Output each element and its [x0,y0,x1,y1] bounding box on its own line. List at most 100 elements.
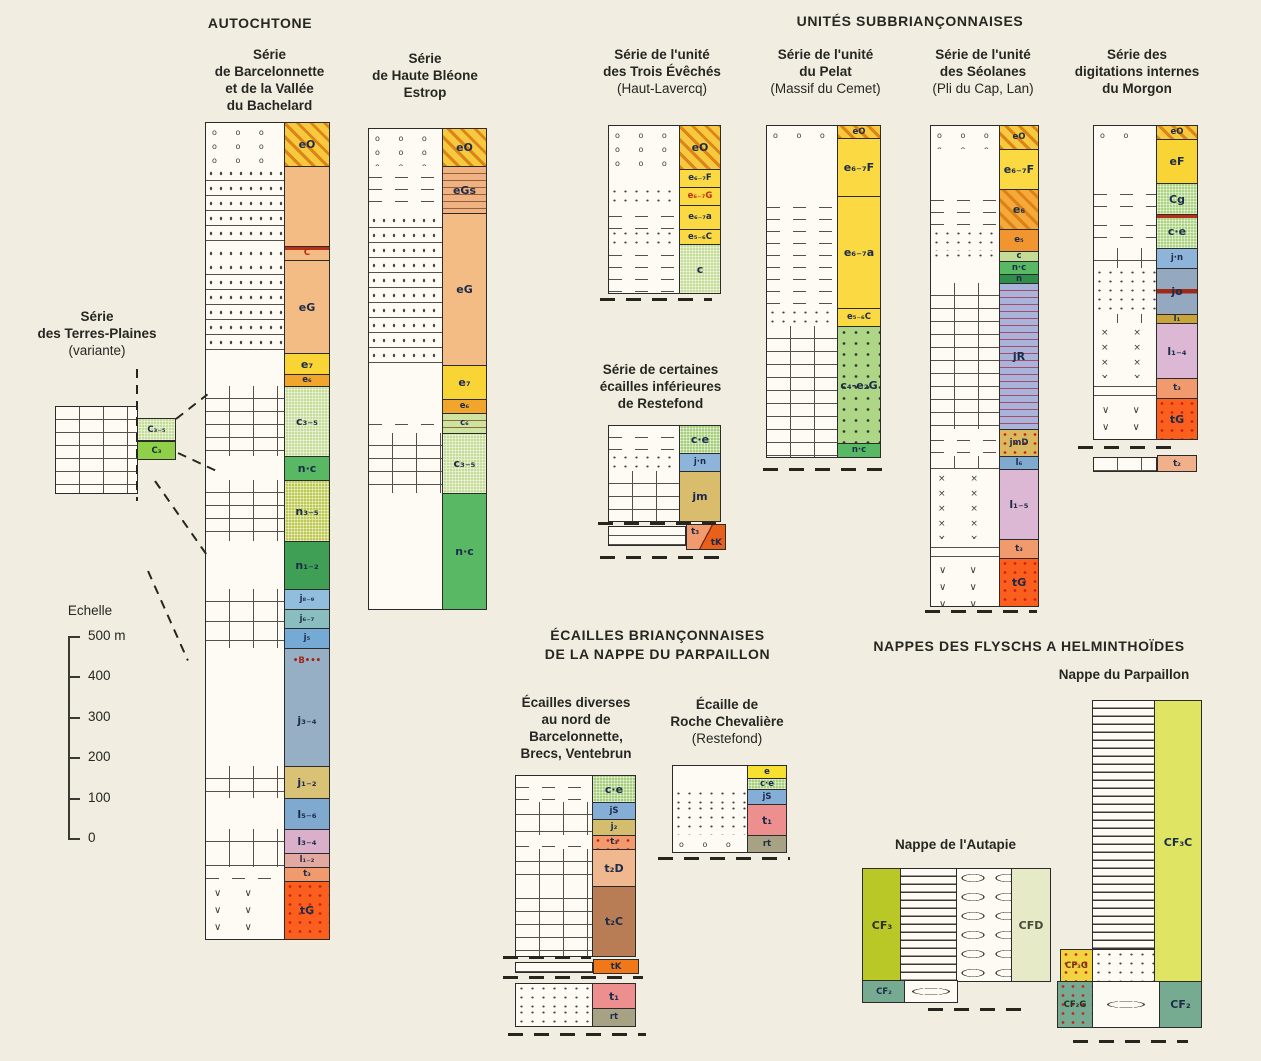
pelat-title-line: du Pelat [799,64,852,79]
roche-chevaliere-litho-jS [673,789,747,804]
seolanes-code-n·c: n·c [1011,262,1027,273]
restefond-ecailles-litho-c·e [609,426,679,453]
scale-tick-300 [68,716,80,719]
morgon-litho-eO: o o o o o o o o o o o o o o o o o o o o … [1100,131,1137,139]
ecailles-diverses-unit-t₂D: t₂D [593,849,635,886]
morgon-litho-c·e [1094,214,1156,248]
roche-chevaliere-code-c·e: c·e [759,778,775,789]
header-autochtone: AUTOCHTONE [207,15,313,31]
ecailles-diverses-unit-t₂C: t₂C [593,886,635,956]
restefond-t3-tk: t₃ tK [686,524,726,550]
seolanes-unit-jR: jR [1000,283,1038,429]
morgon-unit-Cg: Cg [1157,183,1197,214]
baseline-0 [600,298,712,301]
scale-label-500 m: 500 m [88,628,126,643]
roche-chevaliere-code-t₁: t₁ [761,813,773,827]
seolanes-title-line: des Séolanes [939,64,1027,79]
terres-plaines-litho [55,406,138,494]
autapie-cf3: CF₃ [862,868,902,982]
barcelonnette-unit-e₆: e₆ [285,374,329,386]
scale-label-0: 0 [88,830,96,845]
seolanes-title: Série de l'unité des Séolanes (Pli du Cap,… [903,46,1063,97]
roche-chevaliere-code-jS: jS [762,791,772,802]
haute-bleone-title-line: Série [408,51,442,66]
tk-label: tK [593,959,639,974]
pelat-title: Série de l'unité du Pelat (Massif du Cemet… [748,46,903,97]
morgon-title-line: du Morgon [1102,81,1172,96]
terres-plaines-title-line: Série [80,309,114,324]
trois-eveches-title-line: des Trois Évêchés [603,64,721,79]
terres-plaines-c35: C₃₋₅ [137,418,176,441]
pelat-labels: eO e₆₋₇F e₆₋₇a e₅₋₆C c₄-e₂G n·c [837,125,881,458]
seolanes-litho-eO: o o o o o o o o o o o o o o o o o o o o … [937,131,997,149]
morgon-litho-Cg [1094,183,1156,214]
trois-eveches-code-eO: eO [691,141,709,154]
pelat-code-e₆₋₇F: e₆₋₇F [843,161,875,174]
roche-chevaliere-title: Écaille de Roche Chevalière (Restefond) [652,696,802,747]
restefond-ecailles-unit-c·e: c·e [680,426,720,453]
seolanes-code-e₆: e₆ [1012,203,1026,216]
seolanes-unit-e₅: e₅ [1000,229,1038,251]
autapie-cf2: CF₂ [862,980,906,1003]
seolanes-lithology: o o o o o o o o o o o o o o o o o o o o … [930,125,1000,607]
restefond-ecailles-lithology [608,425,680,522]
barcelonnette-code-tG: tG [299,904,315,917]
seolanes-code-jR: jR [1012,350,1026,363]
barcelonnette-litho-•B••• [206,648,284,674]
barcelonnette-litho-tG: ∨ ∨ ∨ ∨ ∨ ∨ ∨ ∨ ∨ ∨ ∨ ∨ ∨ ∨ ∨ ∨ ∨ ∨ ∨ ∨ … [214,888,262,933]
barcelonnette-unit-e₇: e₇ [285,353,329,374]
barcelonnette-unit-C: C [285,246,329,260]
haute-bleone-code-c₃₋₅: c₃₋₅ [453,457,476,470]
baseline-10 [1073,1040,1188,1043]
barcelonnette-litho-l₅₋₆ [206,798,284,829]
baseline-3 [763,468,885,471]
barcelonnette-title: Série de Barcelonnette et de la Vallée du B… [182,46,357,114]
restefond-title-line: de Restefond [617,396,704,411]
seolanes-code-n: n [1015,273,1023,284]
morgon-code-t₃: t₃ [1173,383,1181,394]
restefond-ecailles-litho-jm [609,471,679,521]
seolanes-unit-l₆: l₆ [1000,456,1038,469]
ecailles-diverses-unit-jS: jS [593,802,635,819]
pelat-code-e₅₋₆C: e₅₋₆C [847,312,871,323]
restefond-title: Série de certaines écailles inférieures de… [578,361,743,412]
trois-eveches-code-e₅₋₆C: e₅₋₆C [688,231,712,242]
pelat-litho-e₆₋₇F [767,138,837,196]
autapie-cf2-code: CF₂ [876,986,892,997]
morgon-unit-j·n: j·n [1157,248,1197,268]
parpaillon-cf2g: CF₂G [1057,981,1093,1028]
barcelonnette-litho-eO: o o o o o o o o o o o o o o o o o o o o … [212,128,272,165]
barcelonnette-code-t₃: t₃ [303,869,311,880]
barcelonnette-litho-n·c [206,456,284,480]
barcelonnette-litho-j₆₋₇ [206,609,284,628]
barcelonnette-litho-e₆ [206,374,284,386]
haute-bleone-litho-eG [369,213,442,365]
restefond-title-line: écailles inférieures [599,379,722,394]
barcelonnette-litho-eG [206,260,284,353]
baseline-2 [600,556,728,559]
ecailles-diverses-code-t₃: t₃ [610,837,618,848]
barcelonnette-unit-l₅₋₆: l₅₋₆ [285,798,329,829]
seolanes-litho-jR [931,283,999,429]
autapie-blobs [956,868,1013,982]
roche-chevaliere-litho-c·e [673,778,747,789]
seolanes-code-jmD: jmD [1009,437,1029,448]
ecailles-diverses-title: Écailles diverses au nord de Barcelonnette… [492,694,660,762]
haute-bleone-unit-e₆: e₆ [443,399,486,413]
scale-tick-500 m [68,636,80,638]
barcelonnette-title-line: du Bachelard [226,98,313,113]
pelat-unit-e₆₋₇a: e₆₋₇a [838,196,880,308]
barcelonnette-litho-l₃₋₄ [206,829,284,853]
roche-chevaliere-unit-rt: rt [748,835,786,852]
ecailles-diverses-title-line: Brecs, Ventebrun [520,746,632,761]
morgon-litho-tG: ∨ ∨ ∨ ∨ ∨ ∨ ∨ ∨ ∨ ∨ ∨ ∨ ∨ ∨ ∨ ∨ ∨ ∨ ∨ ∨ … [1102,405,1150,433]
scale-tick-100 [68,797,80,800]
morgon-code-c·e: c·e [1167,225,1187,238]
haute-bleone-labels: eO eGs eG e₇ e₆ c₆ c₃₋₅ n·c [442,128,487,610]
morgon-litho-j·n [1094,248,1156,268]
scale-tick-0 [68,838,80,840]
morgon-labels: eO eF Cg c·e j·n jo l₁ l₁₋₄ t₃ tG [1156,125,1198,440]
pelat-unit-eO: eO [838,126,880,138]
roche-chevaliere-unit-e: e [748,766,786,778]
